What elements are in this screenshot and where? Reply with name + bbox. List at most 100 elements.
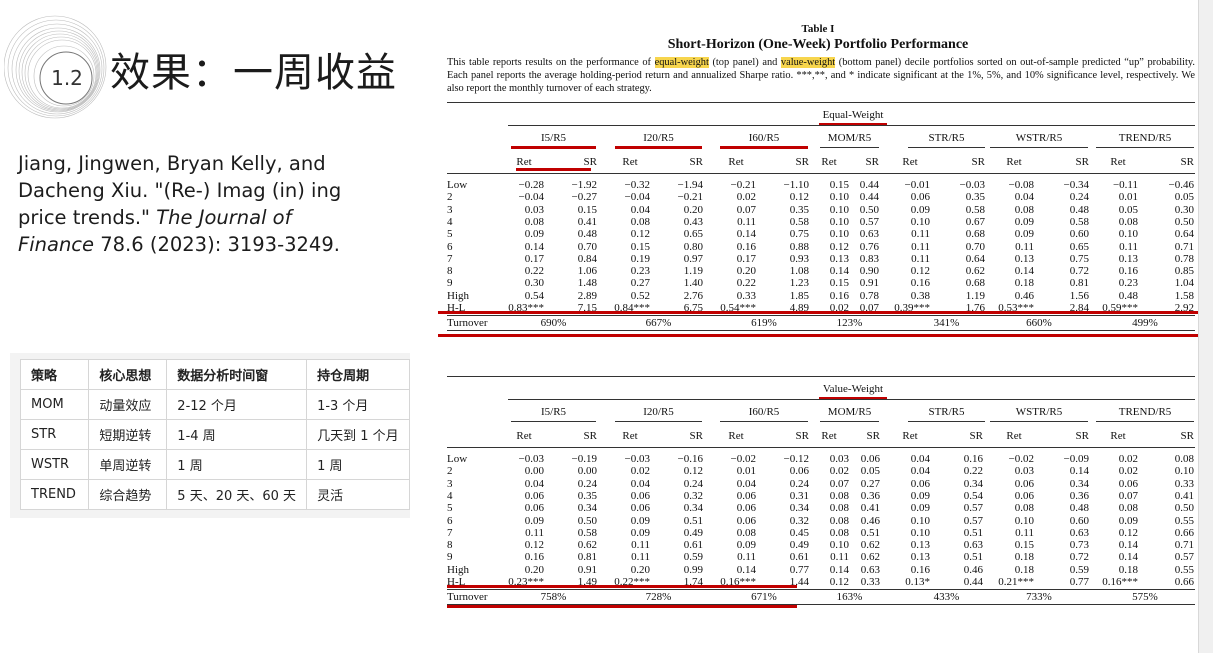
strategy-header: I5/R5 (540, 406, 567, 418)
row-label: High (447, 289, 469, 302)
ret-value: 0.09 (524, 228, 544, 241)
ret-value: 0.12 (630, 228, 650, 241)
sr-value: 0.41 (1174, 489, 1194, 502)
sr-value: 0.50 (1174, 215, 1194, 228)
sr-value: 2.92 (1174, 302, 1194, 314)
header-cell: 核心思想 (88, 359, 168, 390)
ret-value: 0.11 (1015, 240, 1034, 253)
sr-value: 0.22 (963, 465, 983, 478)
ret-header: Ret (622, 156, 638, 168)
rule-line (447, 604, 1195, 606)
strategy-header: I5/R5 (540, 132, 567, 144)
sr-value: 0.05 (860, 465, 880, 478)
sr-value: 0.99 (683, 563, 703, 576)
table-cell: 短期逆转 (88, 419, 168, 450)
ret-value: 0.15 (829, 179, 849, 191)
sr-value: 0.71 (1174, 539, 1194, 552)
sr-header: SR (969, 430, 983, 442)
sr-value: 0.60 (1069, 228, 1089, 241)
ret-value: 0.27 (630, 277, 650, 290)
sr-value: 0.71 (1174, 240, 1194, 253)
ret-value: −0.21 (730, 179, 756, 191)
turnover-value: 341% (933, 317, 960, 330)
rule-line (720, 421, 808, 422)
ret-value: 0.09 (736, 539, 756, 552)
table-cell: TREND (19, 479, 90, 510)
ret-value: 0.06 (910, 477, 930, 490)
ret-value: 0.02 (829, 465, 849, 478)
sr-header: SR (689, 156, 703, 168)
turnover-value: 433% (933, 591, 960, 604)
sr-value: 1.85 (789, 289, 809, 302)
ret-value: 0.00 (524, 465, 544, 478)
sr-value: −0.34 (1063, 179, 1089, 191)
rule-line (908, 147, 985, 148)
ret-value: 0.22 (736, 277, 756, 290)
ret-value: 0.08 (829, 526, 849, 539)
rule-line (447, 447, 1195, 448)
sr-value: 1.40 (683, 277, 703, 290)
sr-value: 0.54 (963, 489, 983, 502)
ret-value: −0.01 (904, 179, 930, 191)
table-cell: MOM (19, 389, 90, 420)
ret-value: 0.04 (910, 453, 930, 465)
ret-value: 0.13 (1118, 252, 1138, 265)
ret-value: 0.12 (910, 265, 930, 278)
ret-value: 0.11 (631, 539, 650, 552)
row-label: 9 (447, 277, 453, 290)
sr-value: 0.62 (577, 539, 597, 552)
row-label: 7 (447, 526, 453, 539)
row-label: 2 (447, 191, 453, 204)
rule-line (511, 421, 596, 422)
sr-value: 6.75 (683, 302, 703, 314)
sr-value: 0.16 (963, 453, 983, 465)
sr-value: 0.68 (965, 228, 985, 241)
strategy-table-header: 策略 核心思想 数据分析时间窗 持仓周期 (19, 359, 410, 390)
ret-value: 0.16 (910, 277, 930, 290)
strategy-header: STR/R5 (928, 406, 965, 418)
sr-value: 0.59 (1069, 563, 1089, 576)
sr-value: −0.21 (677, 191, 703, 204)
row-label: 6 (447, 514, 453, 527)
row-label: Low (447, 453, 468, 465)
ret-value: 0.15 (829, 277, 849, 290)
ret-value: 0.11 (830, 551, 849, 564)
sr-value: 0.36 (1069, 489, 1089, 502)
strategy-header: MOM/R5 (827, 406, 872, 418)
ret-value: 0.06 (1014, 489, 1034, 502)
sr-value: 0.59 (683, 551, 703, 564)
sr-value: −0.19 (571, 453, 597, 465)
rule-line (508, 125, 1195, 126)
sr-value: 0.90 (859, 265, 879, 278)
sr-value: 0.68 (965, 277, 985, 290)
sr-value: 0.50 (577, 514, 597, 527)
ret-value: −0.32 (624, 179, 650, 191)
ret-value: 0.06 (736, 489, 756, 502)
rule-line (447, 315, 1195, 317)
turnover-value: 499% (1132, 317, 1158, 330)
red-annotation-line (720, 146, 808, 149)
sr-value: 0.00 (577, 465, 597, 478)
sr-value: 0.12 (789, 191, 809, 204)
ret-value: 0.04 (630, 477, 650, 490)
sr-value: 0.61 (789, 551, 809, 564)
ret-value: 0.59*** (1102, 302, 1138, 314)
ret-value: 0.10 (829, 539, 849, 552)
sr-value: −0.12 (783, 453, 809, 465)
panel-title: Equal-Weight (822, 109, 884, 121)
ret-value: 0.03 (1014, 465, 1034, 478)
sr-value: 0.85 (1174, 265, 1194, 278)
sr-value: 0.55 (1174, 514, 1194, 527)
row-label: 3 (447, 203, 453, 216)
sr-value: 2.84 (1069, 302, 1089, 314)
ret-value: 0.04 (1014, 191, 1034, 204)
section-number: 1.2 (51, 66, 83, 90)
ret-value: 0.18 (1014, 551, 1034, 564)
sr-value: 1.58 (1174, 289, 1194, 302)
ret-value: 0.02 (1118, 453, 1138, 465)
sr-value: 1.08 (789, 265, 809, 278)
rule-line (447, 589, 1195, 591)
sr-value: 0.77 (1069, 576, 1089, 588)
citation-journal: The Journal of Finance (18, 206, 292, 256)
ret-value: 0.04 (910, 465, 930, 478)
